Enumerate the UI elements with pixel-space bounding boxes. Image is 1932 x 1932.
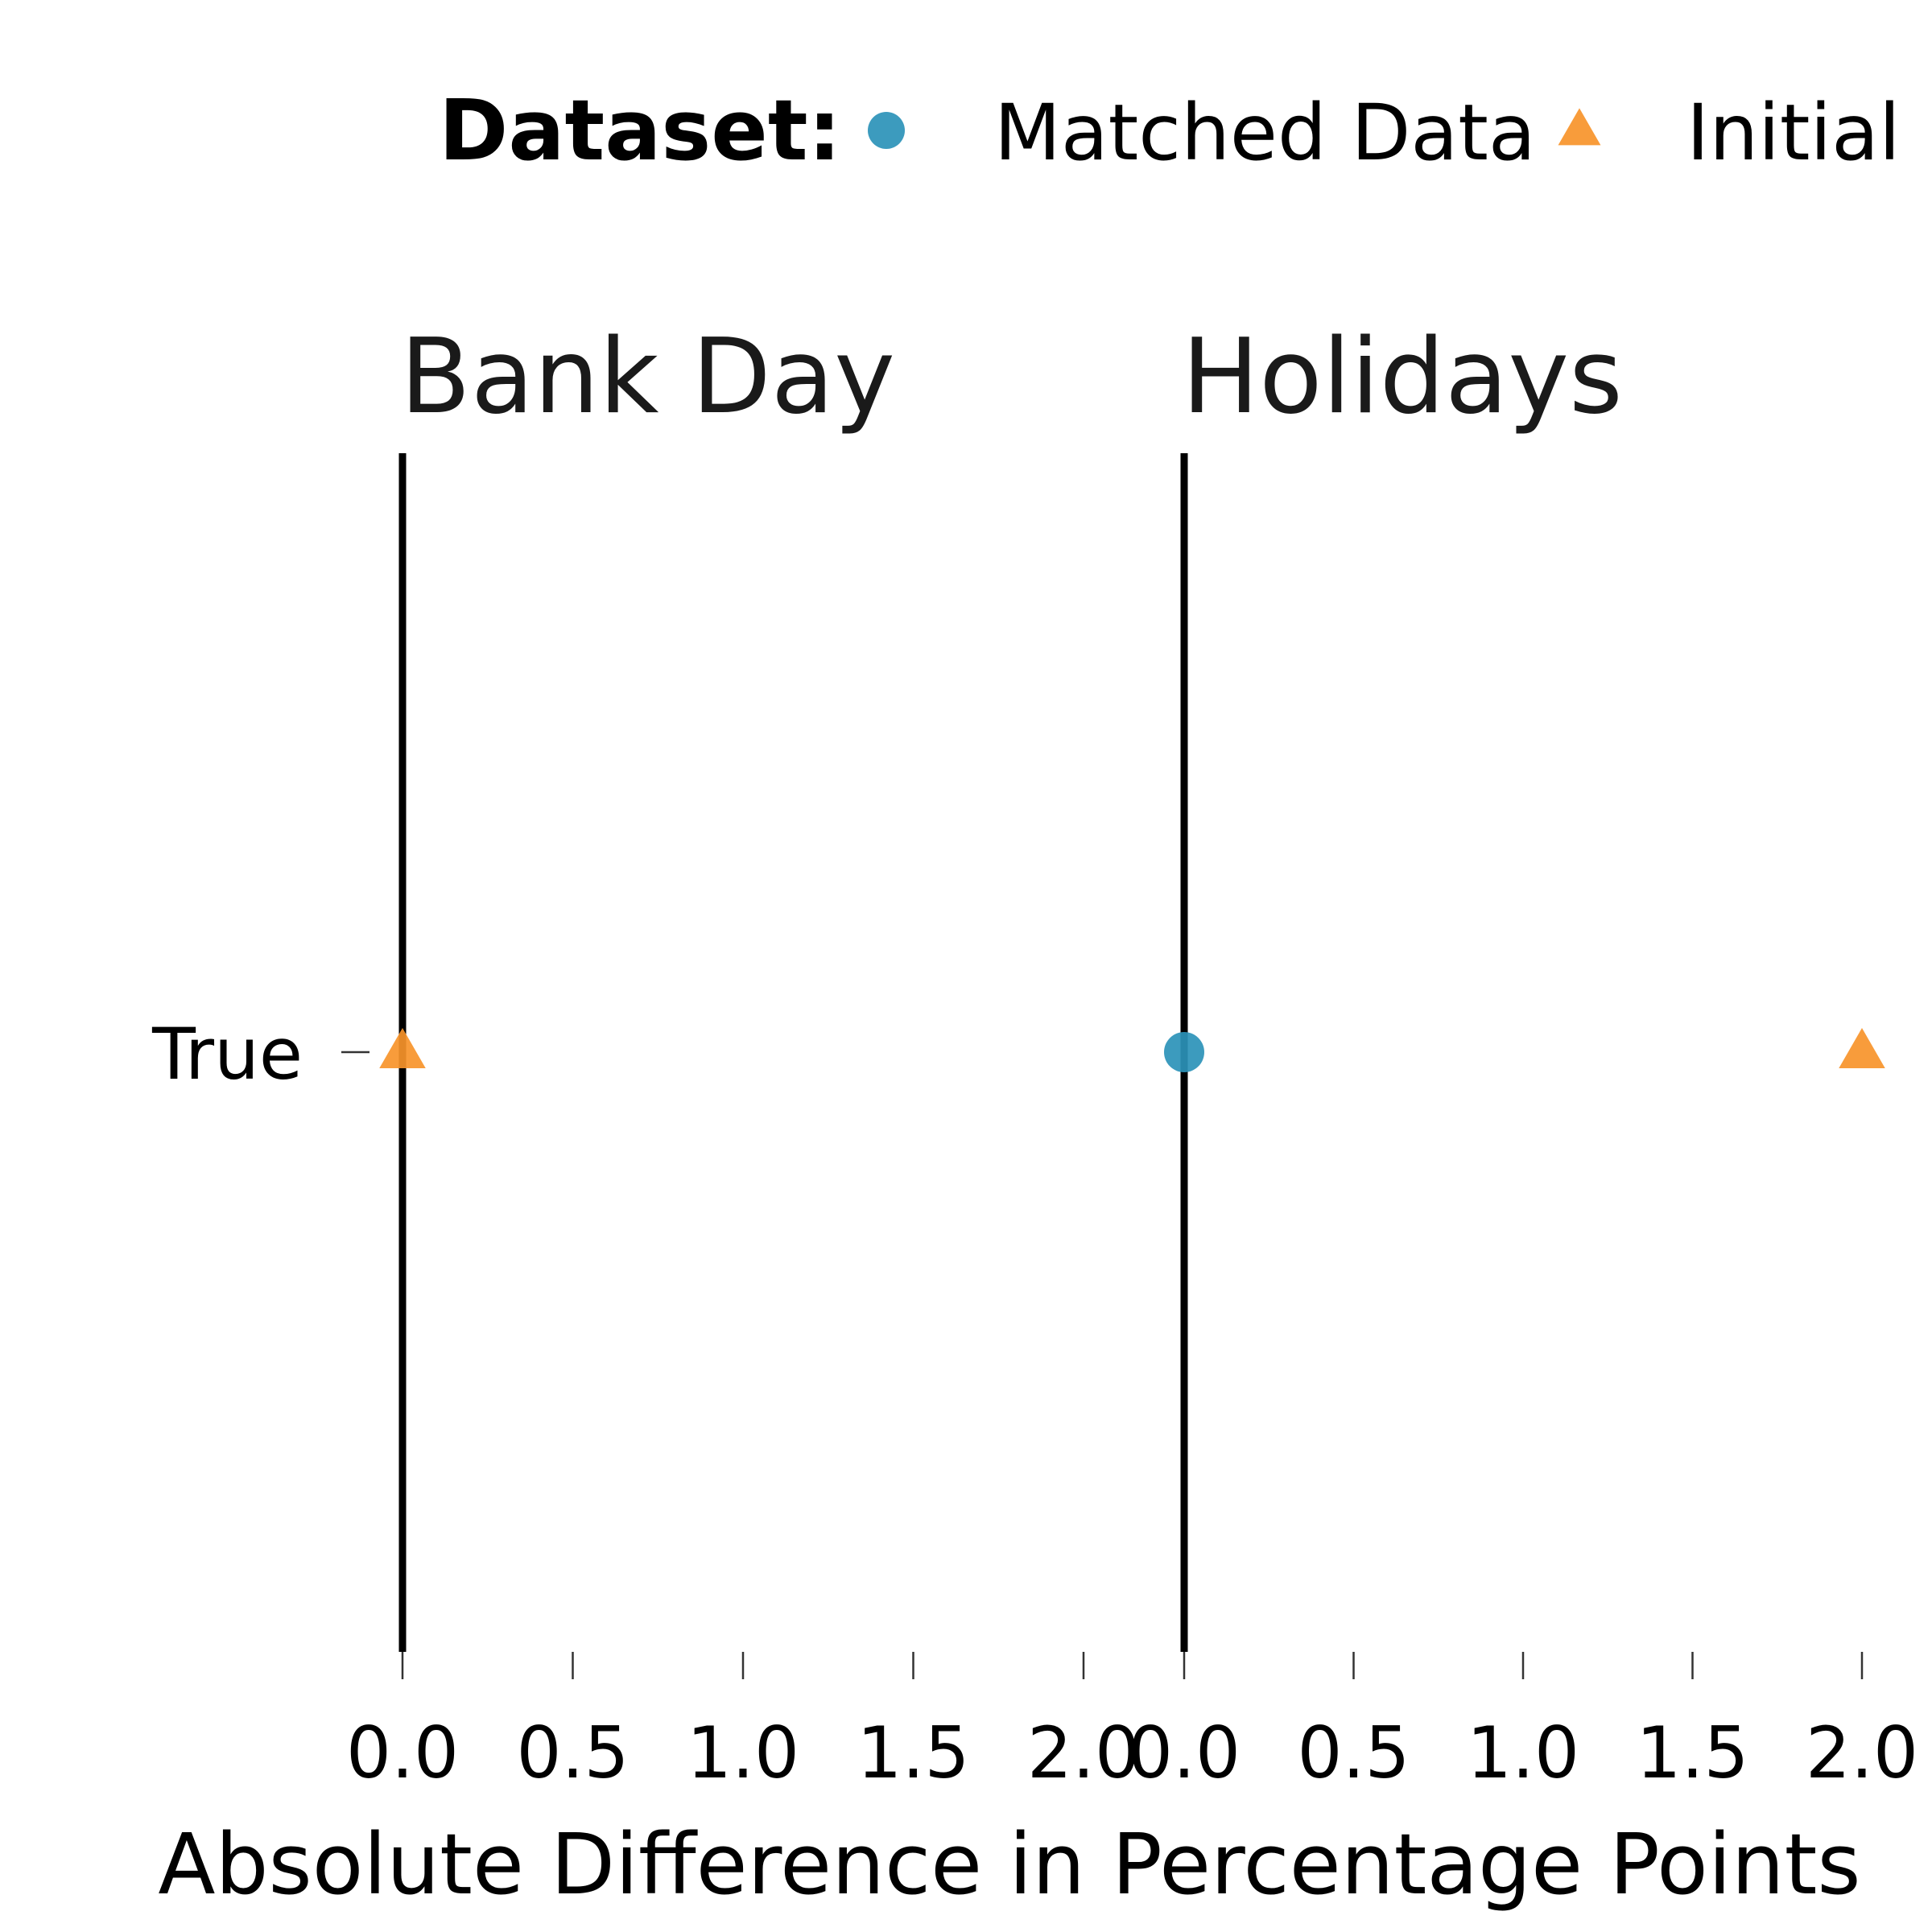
- data-point-circle: [1164, 1032, 1204, 1072]
- facet-panel: Holidays 0.0 0.5 1.0 1.5 2.0: [1128, 317, 1918, 1794]
- data-point-triangle: [1839, 1028, 1885, 1068]
- x-axis-title: Absolute Difference in Percentage Points: [158, 1815, 1860, 1913]
- x-tick-label: 1.5: [857, 1711, 970, 1794]
- facet-title: Bank Day: [400, 317, 895, 437]
- legend-key-circle: [868, 112, 905, 149]
- x-tick-label: 1.0: [687, 1711, 799, 1794]
- y-tick-label: True: [151, 1013, 303, 1096]
- facet-title: Holidays: [1182, 317, 1623, 437]
- x-tick-label: 1.5: [1637, 1711, 1749, 1794]
- facets: Bank Day 0.0 0.5 1.0 1.5 2.0 Holidays 0.0 0.5 1.0…: [346, 317, 1918, 1794]
- legend-label: Matched Data: [994, 88, 1536, 178]
- facet-panel: Bank Day 0.0 0.5 1.0 1.5 2.0: [346, 317, 1140, 1794]
- data-point-triangle: [379, 1028, 426, 1068]
- legend-title: Dataset:: [439, 81, 841, 180]
- x-tick-label: 2.0: [1806, 1711, 1918, 1794]
- x-tick-label: 1.0: [1467, 1711, 1579, 1794]
- legend-key-triangle: [1558, 108, 1601, 146]
- x-tick-label: 0.5: [1298, 1711, 1410, 1794]
- x-tick-label: 0.0: [346, 1711, 459, 1794]
- legend: Dataset: Matched Data Initial Data: [439, 81, 1932, 180]
- y-axis: True: [151, 1013, 369, 1096]
- x-tick-label: 0.5: [517, 1711, 630, 1794]
- legend-label: Initial Data: [1686, 88, 1932, 178]
- x-tick-label: 0.0: [1128, 1711, 1241, 1794]
- x-tick-label: 2.0: [1027, 1711, 1140, 1794]
